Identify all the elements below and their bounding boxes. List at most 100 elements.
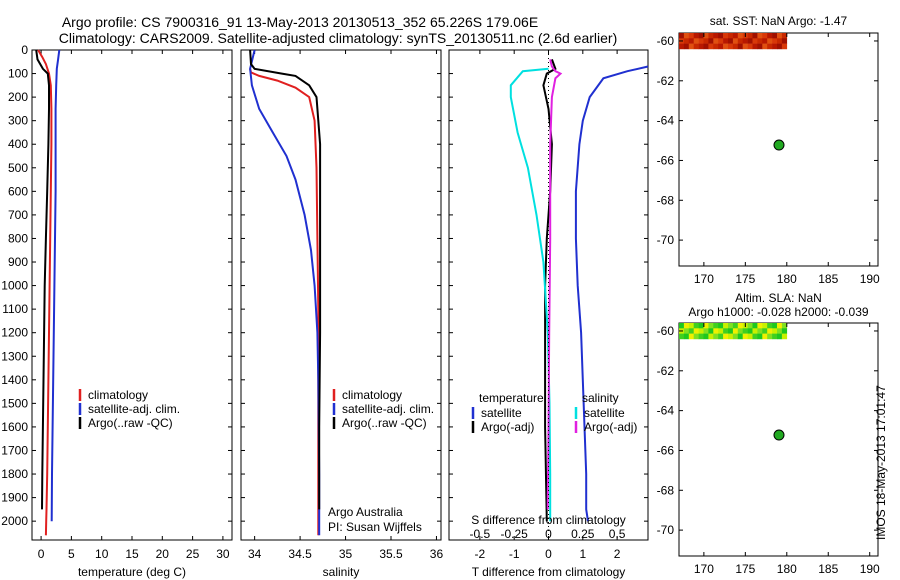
salinity-series-satellite-adj-clim- (249, 49, 321, 536)
sla_map-grid-cell (752, 328, 758, 334)
sst_map-grid-cell (683, 38, 690, 44)
sst_map-grid-cell (708, 43, 714, 50)
difference-series-salinity-satellite (509, 67, 552, 522)
sla_map-grid-cell (776, 328, 783, 334)
sst_map-title: sat. SST: NaN Argo: -1.47 (710, 14, 848, 28)
depth-tick-label: 1800 (1, 467, 28, 481)
sla_map-grid-cell (698, 333, 704, 340)
sla_map-grid-cell (727, 323, 734, 329)
sst_map-grid-cell (732, 38, 739, 44)
sst_map-grid-cell (727, 38, 734, 44)
sst_map-grid-cell (698, 33, 704, 39)
sla_map-grid-cell (732, 323, 739, 329)
salinity-xtick-label: 35.5 (379, 547, 403, 561)
sla_map-grid-cell (708, 333, 714, 340)
sst_map-argo-position-marker (773, 139, 785, 151)
sla_map-grid-cell (688, 323, 694, 329)
depth-tick-label: 400 (8, 137, 28, 151)
difference-xlabel: T difference from climatology (472, 565, 626, 579)
sla_map-grid-cell (703, 333, 709, 340)
sst_map-xtick-label: 190 (860, 272, 880, 286)
sst_map-grid-cell (781, 43, 788, 50)
sst_map-grid-cell (757, 33, 763, 39)
sla_map-grid-cell (757, 323, 763, 329)
salinity-xtick-label: 36 (430, 547, 444, 561)
sla_map-grid-cell (781, 328, 788, 334)
difference-s-tick-label: 0.25 (571, 527, 595, 541)
sst_map-grid-cell (713, 38, 719, 44)
sla_map-grid-cell (747, 328, 753, 334)
sst_map-grid-cell (781, 33, 788, 39)
difference-xtick-label: 0 (545, 547, 552, 561)
sst_map-grid-cell (752, 38, 758, 44)
sla_map-grid-cell (708, 328, 714, 334)
sla_map-grid-cell (762, 333, 768, 340)
sla_map-grid-cell (713, 323, 719, 329)
sla_map-grid-cell (718, 323, 724, 329)
sla_map-ytick-label: -64 (657, 404, 675, 418)
sst_map-grid-cell (679, 43, 685, 50)
sst_map-grid-cell (752, 33, 758, 39)
depth-tick-label: 1200 (1, 326, 28, 340)
sla_map-grid-cell (693, 323, 699, 329)
sla_map-grid-cell (762, 323, 768, 329)
sla_map-grid-cell (693, 333, 699, 340)
sla_map-grid-cell (767, 328, 773, 334)
salinity-xtick-label: 34.5 (288, 547, 312, 561)
sla_map-title-line1: Altim. SLA: NaN (735, 291, 822, 305)
sst_map-grid-cell (708, 38, 714, 44)
sla_map-grid-cell (683, 333, 690, 340)
depth-tick-label: 700 (8, 208, 28, 222)
sla_map-grid-cell (723, 328, 729, 334)
temperature-plot-frame (31, 49, 233, 541)
sst_map-grid-cell (693, 38, 699, 44)
sla_map-grid-cell (752, 323, 758, 329)
sla_map-grid-cell (747, 333, 753, 340)
sst_map-grid-cell (688, 43, 694, 50)
sst_map-grid-cell (727, 43, 734, 50)
sla_map-grid-cell (776, 333, 783, 340)
depth-tick-label: 1400 (1, 373, 28, 387)
sst_map-ytick-label: -64 (657, 114, 675, 128)
sla_map-xtick-label: 190 (860, 562, 880, 576)
sla_map-ytick-label: -60 (657, 324, 675, 338)
sla_map-grid-cell (781, 323, 788, 329)
figure-title-line1: Argo profile: CS 7900316_91 13-May-2013 … (62, 14, 538, 30)
sla_map-title-line2: Argo h1000: -0.028 h2000: -0.039 (688, 305, 868, 319)
sla_map-xtick-label: 185 (818, 562, 838, 576)
sst_map-grid-cell (767, 33, 773, 39)
temperature-xlabel: temperature (deg C) (78, 565, 186, 579)
depth-tick-label: 0 (21, 43, 28, 57)
sst_map-ytick-label: -70 (657, 233, 675, 247)
sst_map-grid-cell (718, 33, 724, 39)
sst_map-grid-cell (762, 33, 768, 39)
legend-header-salinity: salinity (582, 391, 619, 405)
difference-s-tick-label: 0.5 (609, 527, 626, 541)
sst_map-ytick-label: -68 (657, 193, 675, 207)
sst_map-grid-cell (688, 38, 694, 44)
sst_map-grid-cell (752, 43, 758, 50)
difference-s-tick-label: 0 (545, 527, 552, 541)
sst-map-axes: 170 175 180 185 190 -60 -62 -64 -66 -68 -70 sat. SS… (657, 14, 880, 286)
sla_map-grid-cell (776, 323, 783, 329)
sst_map-grid-cell (727, 33, 734, 39)
sst_map-grid-cell (723, 38, 729, 44)
sst_map-grid-cell (762, 43, 768, 50)
temperature-xtick-label: 15 (125, 547, 139, 561)
sla_map-grid-cell (742, 328, 748, 334)
sla_map-grid-cell (688, 333, 694, 340)
sst_map-grid-cell (757, 38, 763, 44)
temperature-series-argo-raw-qc- (35, 49, 50, 510)
sla_map-grid-cell (737, 323, 743, 329)
sla_map-xtick-label: 170 (694, 562, 714, 576)
sst_map-grid-cell (732, 33, 739, 39)
sst_map-grid-cell (683, 43, 690, 50)
imos-timestamp-label: IMOS 18-May-2013 17:01:47 (874, 385, 888, 540)
sst_map-grid-cell (776, 43, 783, 50)
temperature-series-satellite-adj-clim- (50, 49, 61, 522)
sst_map-grid-cell (742, 43, 748, 50)
difference-series-temperature-satellite (574, 65, 649, 522)
difference-profile-axes: -2 -1 0 1 2 T difference from climatology S di… (448, 49, 649, 579)
sst_map-grid-cell (679, 33, 685, 39)
